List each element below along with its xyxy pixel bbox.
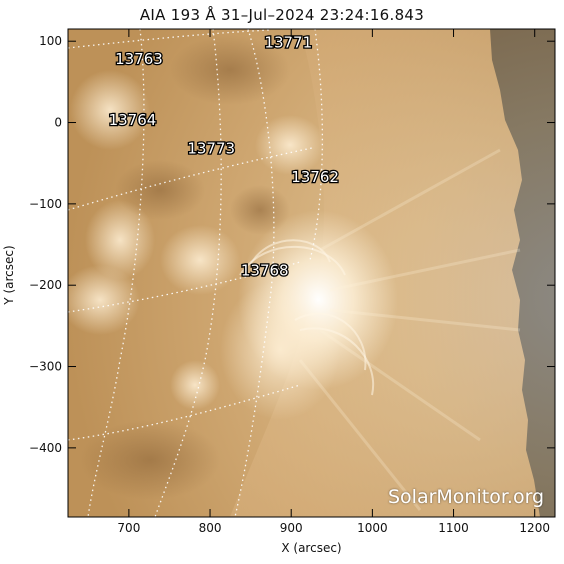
active-region-label: 13768 bbox=[241, 261, 289, 279]
y-tick-label: 0 bbox=[54, 116, 62, 130]
coronal-loops bbox=[239, 239, 375, 396]
y-tick-label: −300 bbox=[29, 360, 62, 374]
active-region-label: 13771 bbox=[264, 34, 312, 52]
x-axis-ticks: 700 800 900 1000 1100 1200 bbox=[117, 29, 550, 535]
heliographic-grid bbox=[68, 29, 324, 517]
x-axis-label: X (arcsec) bbox=[281, 541, 342, 555]
latitude-line bbox=[68, 384, 301, 441]
longitude-line bbox=[154, 29, 222, 517]
y-tick-label: −100 bbox=[29, 197, 62, 211]
image-title: AIA 193 Å 31–Jul–2024 23:24:16.843 bbox=[139, 6, 425, 24]
x-tick-label: 1200 bbox=[519, 521, 550, 535]
axes-frame bbox=[67, 28, 556, 518]
y-axis-label: Y (arcsec) bbox=[2, 245, 16, 305]
latitude-line bbox=[68, 29, 271, 49]
y-axis-ticks: 100 0 −100 −200 −300 −400 bbox=[29, 34, 555, 455]
x-tick-label: 1000 bbox=[357, 521, 388, 535]
longitude-line bbox=[234, 29, 275, 517]
off-limb-rays bbox=[298, 148, 521, 511]
y-tick-label: −200 bbox=[29, 278, 62, 292]
latitude-line bbox=[68, 261, 301, 313]
solar-disk-image bbox=[68, 29, 555, 517]
x-tick-label: 800 bbox=[199, 521, 222, 535]
active-region-label: 13762 bbox=[291, 168, 339, 186]
latitude-line bbox=[68, 147, 313, 211]
active-region-label: 13764 bbox=[109, 111, 157, 129]
y-tick-label: 100 bbox=[39, 34, 62, 48]
solarmonitor-watermark: SolarMonitor.org bbox=[388, 486, 545, 508]
x-tick-label: 700 bbox=[117, 521, 140, 535]
y-tick-label: −400 bbox=[29, 441, 62, 455]
longitude-line bbox=[87, 29, 145, 517]
longitude-line bbox=[309, 29, 324, 261]
active-region-labels: 13763 13771 13764 13773 13762 13768 bbox=[107, 32, 340, 280]
x-tick-label: 1100 bbox=[438, 521, 469, 535]
active-region-label: 13773 bbox=[187, 139, 235, 157]
active-region-label: 13763 bbox=[115, 50, 163, 68]
x-tick-label: 900 bbox=[280, 521, 303, 535]
